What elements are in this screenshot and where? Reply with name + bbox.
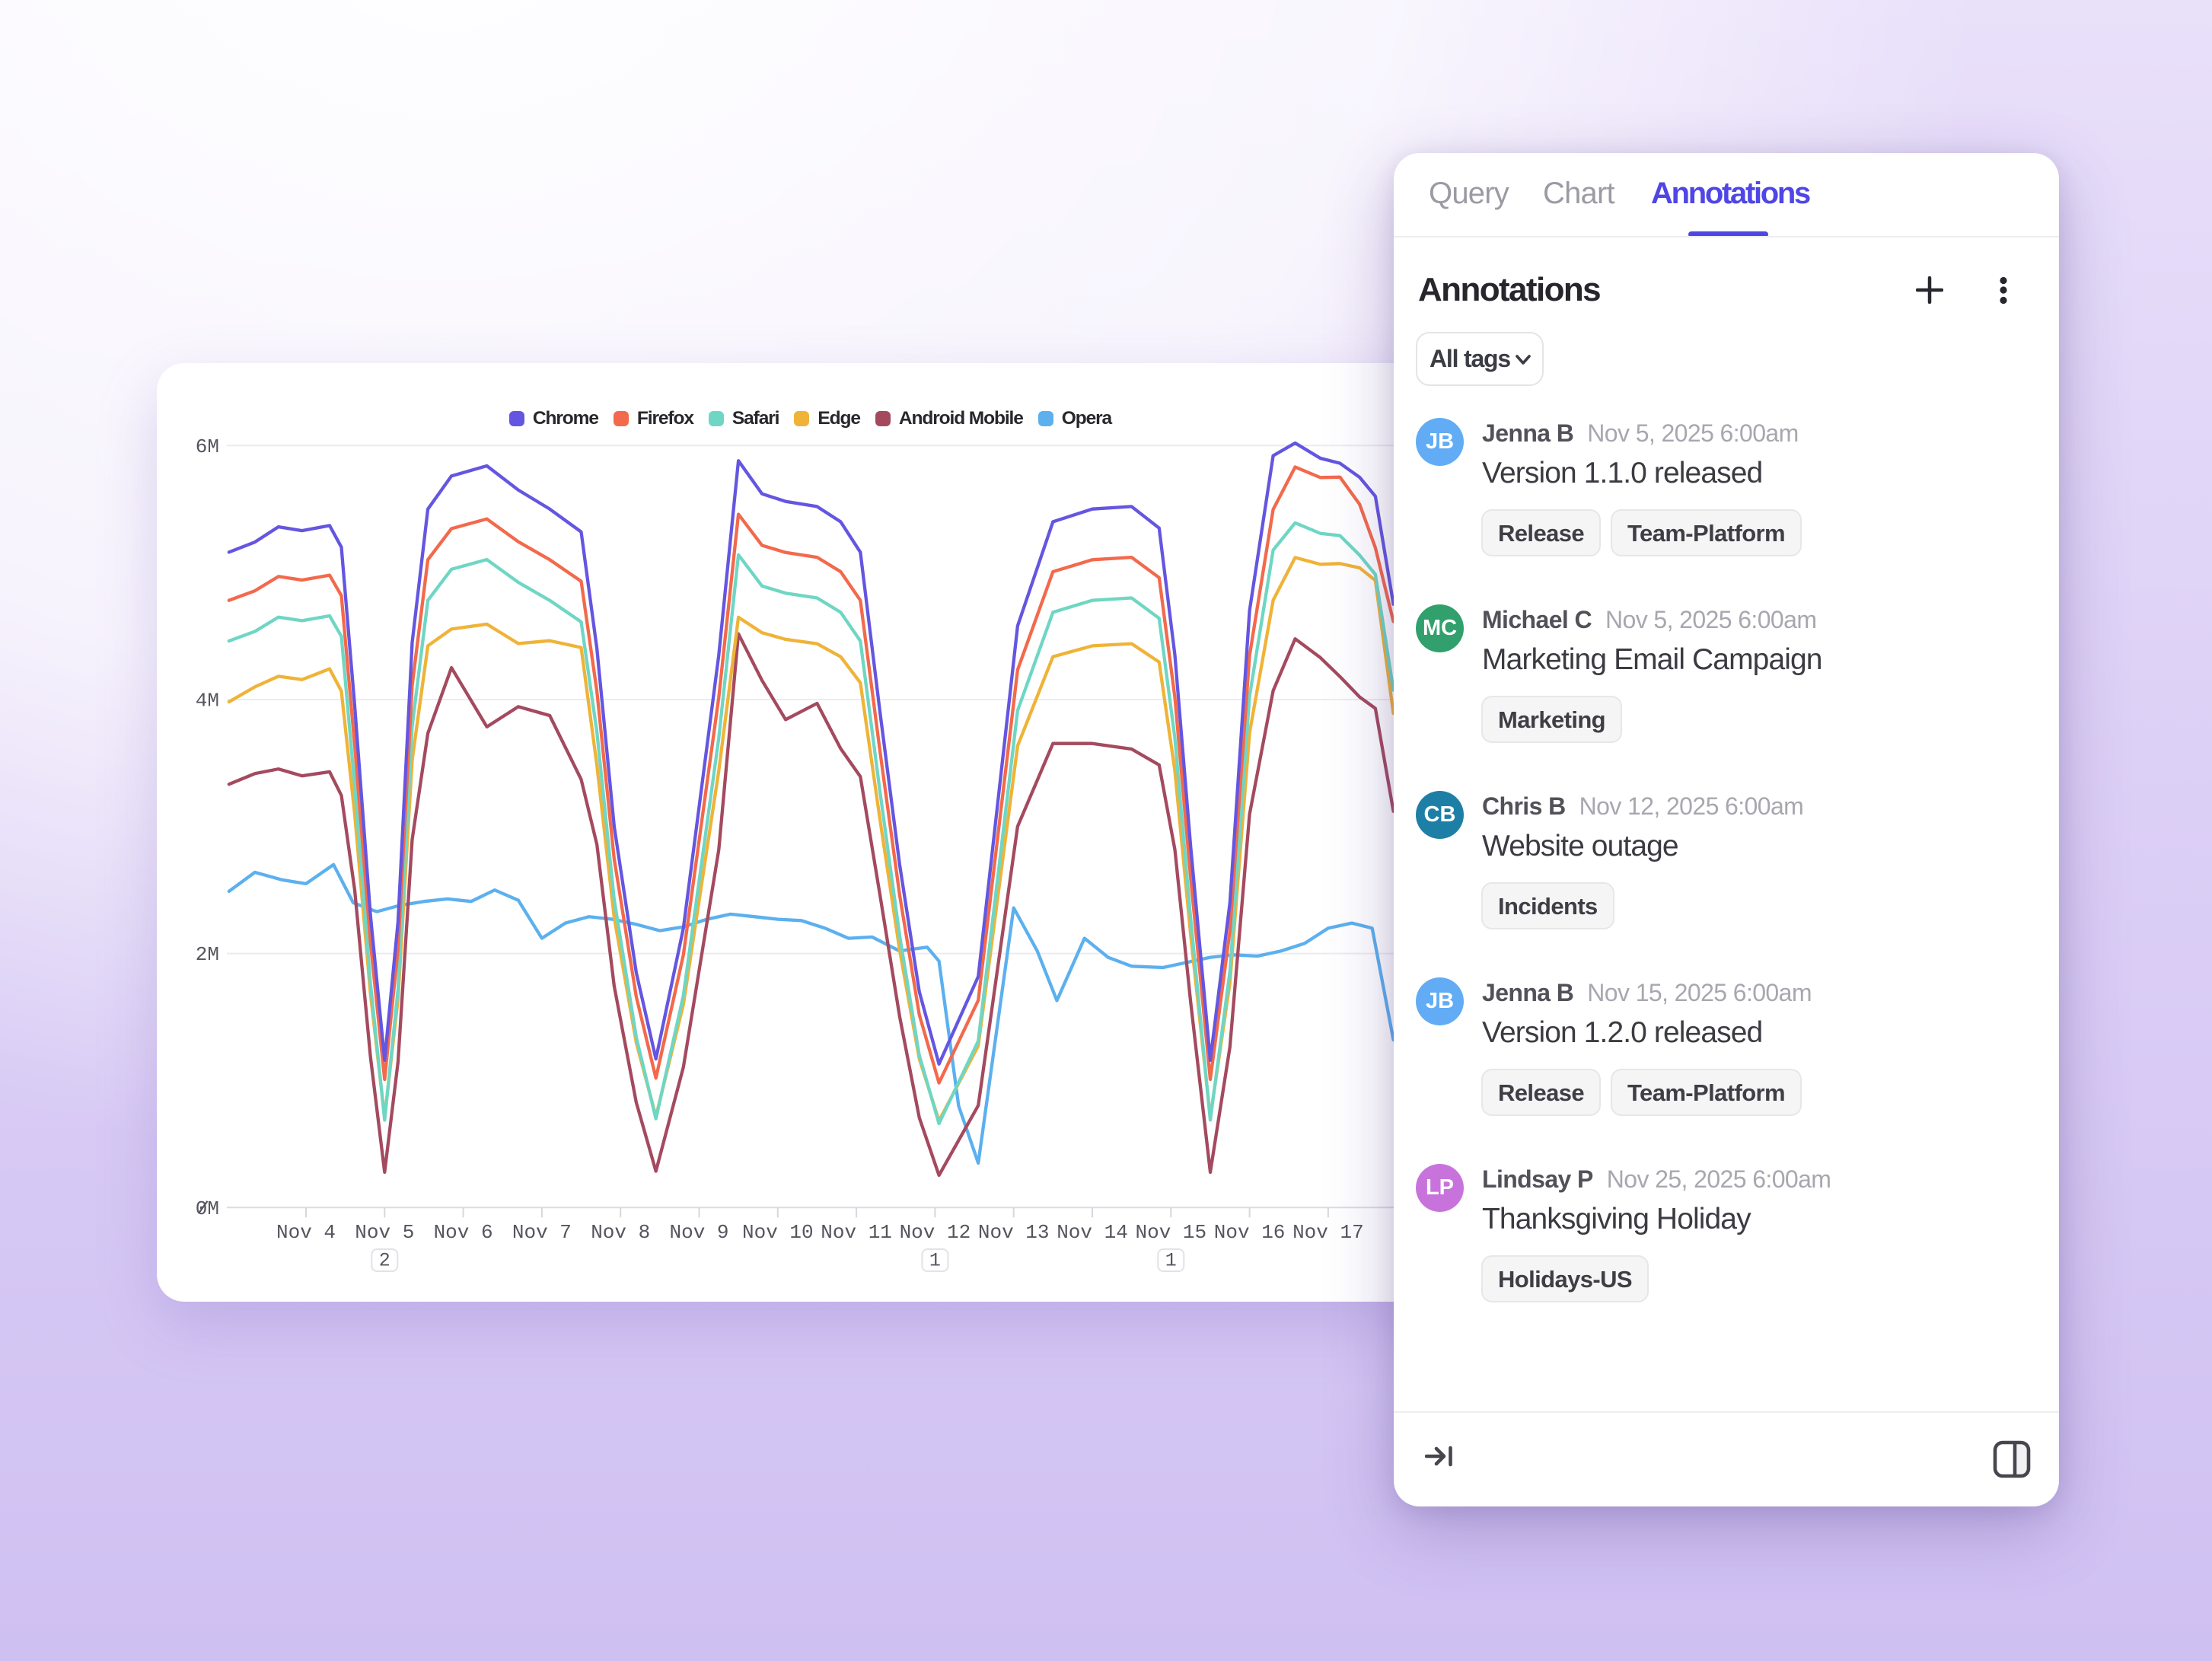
svg-text:1: 1 bbox=[929, 1250, 941, 1272]
svg-text:1: 1 bbox=[1165, 1250, 1177, 1272]
svg-text:Nov 15: Nov 15 bbox=[1135, 1221, 1206, 1244]
svg-text:Nov 9: Nov 9 bbox=[669, 1221, 728, 1244]
svg-text:Nov 8: Nov 8 bbox=[591, 1221, 650, 1244]
svg-text:2M: 2M bbox=[196, 943, 219, 966]
svg-text:Nov 13: Nov 13 bbox=[978, 1221, 1050, 1244]
svg-text:4M: 4M bbox=[196, 690, 219, 713]
svg-text:Nov 7: Nov 7 bbox=[512, 1221, 572, 1244]
svg-text:Nov 5: Nov 5 bbox=[355, 1221, 414, 1244]
svg-text:Nov 6: Nov 6 bbox=[434, 1221, 493, 1244]
svg-text:0M: 0M bbox=[196, 1197, 219, 1220]
svg-text:Nov 10: Nov 10 bbox=[742, 1221, 814, 1244]
svg-text:Nov 17: Nov 17 bbox=[1292, 1221, 1364, 1244]
svg-text:Nov 14: Nov 14 bbox=[1057, 1221, 1128, 1244]
svg-text:Nov 11: Nov 11 bbox=[821, 1221, 892, 1244]
svg-text:Nov 12: Nov 12 bbox=[900, 1221, 971, 1244]
svg-text:2: 2 bbox=[379, 1250, 390, 1272]
svg-text:Nov 16: Nov 16 bbox=[1214, 1221, 1286, 1244]
svg-text:6M: 6M bbox=[196, 435, 219, 458]
svg-text:Nov 4: Nov 4 bbox=[276, 1221, 336, 1244]
